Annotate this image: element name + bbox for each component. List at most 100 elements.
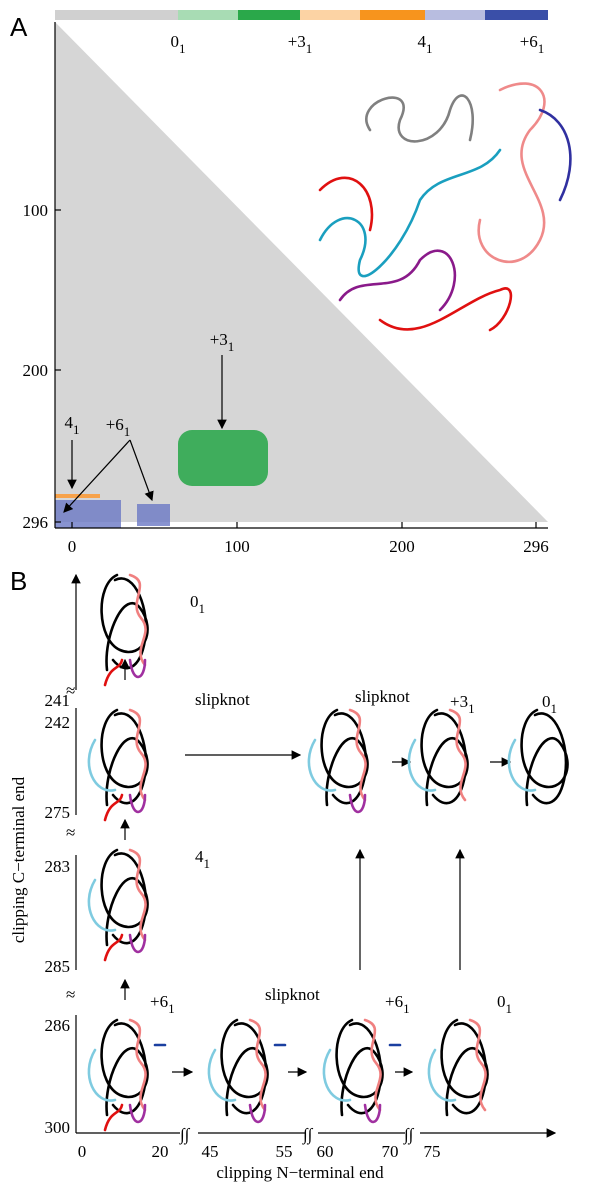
knot-label: 01	[497, 992, 512, 1016]
y-tick-label: 242	[45, 713, 71, 732]
colorbar-label: 41	[418, 32, 433, 56]
y-tick-label: 283	[45, 857, 71, 876]
strand	[248, 1103, 267, 1124]
strand	[220, 1018, 269, 1117]
knot-label: 41	[195, 847, 210, 871]
annotation-sub: 1	[73, 422, 80, 437]
knot-label-sub: 1	[199, 601, 206, 616]
colorbar-label: 01	[171, 32, 186, 56]
knot-diagrams	[87, 573, 569, 1132]
protein-structure	[318, 82, 572, 332]
strand	[100, 708, 149, 807]
strand	[322, 1048, 352, 1102]
knot-label: +61	[150, 992, 175, 1016]
strand	[440, 1018, 489, 1117]
annotation: +61	[106, 415, 131, 439]
knot-label-main: 0	[190, 592, 199, 611]
strand	[100, 848, 149, 947]
knot-label: slipknot	[265, 985, 320, 1004]
transition-arrows	[120, 658, 512, 1077]
strand	[103, 658, 124, 687]
strand	[87, 878, 117, 932]
strand	[448, 708, 467, 802]
knot-label-sub: 1	[204, 856, 211, 871]
knot-label-main: +3	[450, 692, 468, 711]
strand	[128, 933, 147, 954]
axis-break: ≈	[66, 823, 75, 842]
x-tick-label: 20	[152, 1142, 169, 1161]
strand	[128, 708, 147, 802]
annotation-sub: 1	[228, 339, 235, 354]
knot-label: +61	[385, 992, 410, 1016]
knot-label: slipknot	[195, 690, 250, 709]
knot	[87, 1018, 167, 1132]
knot-label-sub: 1	[506, 1001, 513, 1016]
strand	[128, 1018, 147, 1112]
x-tick-label: 75	[424, 1142, 441, 1161]
strand	[128, 848, 147, 942]
strand	[87, 1048, 117, 1102]
knot	[87, 708, 149, 822]
knot-label: 01	[190, 592, 205, 616]
strand	[468, 1018, 487, 1112]
axis-break: ≈	[66, 681, 75, 700]
knot	[207, 1018, 287, 1124]
colorbar-label: +61	[520, 32, 545, 56]
knot-label-sub: 1	[468, 701, 475, 716]
axes: ≈ ≈ ≈ ∫∫ ∫∫ ∫∫	[66, 573, 557, 1145]
knot-label-main: 0	[542, 692, 551, 711]
y-tick-label: 286	[45, 1016, 71, 1035]
x-tick-label: 45	[202, 1142, 219, 1161]
strand	[128, 573, 147, 667]
y-axis-label: clipping C−terminal end	[9, 776, 28, 943]
colorbar-label-sub: 1	[538, 41, 545, 56]
annotation: 41	[65, 413, 80, 437]
strand	[363, 1103, 382, 1124]
colorbar-label-sub: 1	[179, 41, 186, 56]
strand	[307, 738, 337, 792]
axis-break: ∫∫	[302, 1125, 314, 1145]
strand	[103, 793, 124, 822]
annotation-main: +3	[210, 330, 228, 349]
y-tick-label: 100	[23, 201, 49, 220]
x-tick-label: 0	[68, 537, 77, 556]
knot-label-sub: 1	[403, 1001, 410, 1016]
y-tick-label: 285	[45, 957, 71, 976]
x-tick-label: 55	[276, 1142, 293, 1161]
y-tick-label: 241	[45, 691, 71, 710]
x-tick-label: 0	[78, 1142, 87, 1161]
knot-label-main: 4	[195, 847, 204, 866]
axis-break: ∫∫	[179, 1125, 191, 1145]
strand	[520, 708, 569, 807]
y-tick-label: 200	[23, 361, 49, 380]
strand	[335, 1018, 384, 1117]
fingerprint-map	[54, 22, 548, 529]
knot	[100, 573, 149, 687]
knot-label-sub: 1	[551, 701, 558, 716]
knot-label-main: 0	[497, 992, 506, 1011]
knot-label: 01	[542, 692, 557, 716]
strand	[420, 708, 469, 807]
annotation-arrows	[63, 355, 227, 513]
panel-label: B	[10, 566, 27, 596]
strand	[128, 1103, 147, 1124]
knot-label-sub: 1	[168, 1001, 175, 1016]
x-axis-label: clipping N−terminal end	[216, 1163, 384, 1182]
strand	[507, 738, 537, 792]
strand	[100, 573, 149, 672]
knot-label-main: +6	[385, 992, 403, 1011]
colorbar-label-main: +6	[520, 32, 538, 51]
annotation: +31	[210, 330, 235, 354]
strand	[348, 793, 367, 814]
colorbar-label-main: 4	[418, 32, 427, 51]
annotation-main: 4	[65, 413, 74, 432]
knot	[322, 1018, 402, 1124]
knot	[87, 848, 149, 962]
colorbar-label-main: 0	[171, 32, 180, 51]
strand	[248, 1018, 267, 1112]
knot-label: slipknot	[355, 687, 410, 706]
colorbar-label-main: +3	[288, 32, 306, 51]
panel-label: A	[10, 12, 28, 42]
y-tick-label: 300	[45, 1118, 71, 1137]
